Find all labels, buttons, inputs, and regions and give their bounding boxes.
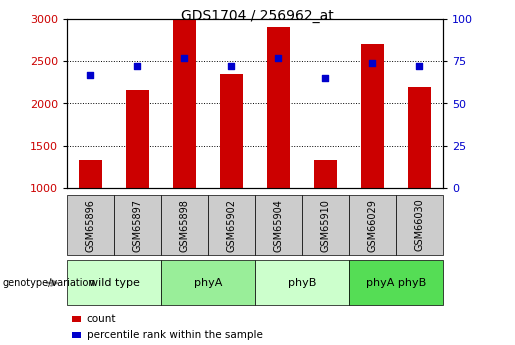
- Text: GDS1704 / 256962_at: GDS1704 / 256962_at: [181, 9, 334, 23]
- Text: wild type: wild type: [89, 278, 140, 288]
- Text: GSM65904: GSM65904: [273, 199, 283, 252]
- Bar: [408, 87, 431, 188]
- Bar: [126, 90, 149, 188]
- Text: GSM66029: GSM66029: [367, 199, 377, 252]
- Text: GSM65897: GSM65897: [132, 199, 143, 252]
- Text: genotype/variation: genotype/variation: [3, 278, 95, 288]
- Point: [87, 72, 95, 78]
- Text: GSM66030: GSM66030: [415, 199, 424, 252]
- Point: [321, 75, 330, 81]
- Text: phyB: phyB: [288, 278, 316, 288]
- Text: GSM65898: GSM65898: [179, 199, 190, 252]
- Text: GSM65896: GSM65896: [85, 199, 95, 252]
- Point: [180, 55, 188, 61]
- Bar: [267, 28, 290, 188]
- Text: GSM65902: GSM65902: [227, 199, 236, 252]
- Bar: [173, 19, 196, 188]
- Bar: [220, 74, 243, 188]
- Bar: [79, 160, 102, 188]
- Point: [415, 63, 423, 69]
- Text: phyA: phyA: [194, 278, 222, 288]
- Text: phyA phyB: phyA phyB: [366, 278, 426, 288]
- Point: [274, 55, 283, 61]
- Text: percentile rank within the sample: percentile rank within the sample: [87, 330, 263, 339]
- Text: count: count: [87, 314, 116, 324]
- Bar: [360, 44, 384, 188]
- Point: [133, 63, 142, 69]
- Bar: [314, 160, 337, 188]
- Point: [227, 63, 235, 69]
- Point: [368, 60, 376, 66]
- Text: GSM65910: GSM65910: [320, 199, 331, 252]
